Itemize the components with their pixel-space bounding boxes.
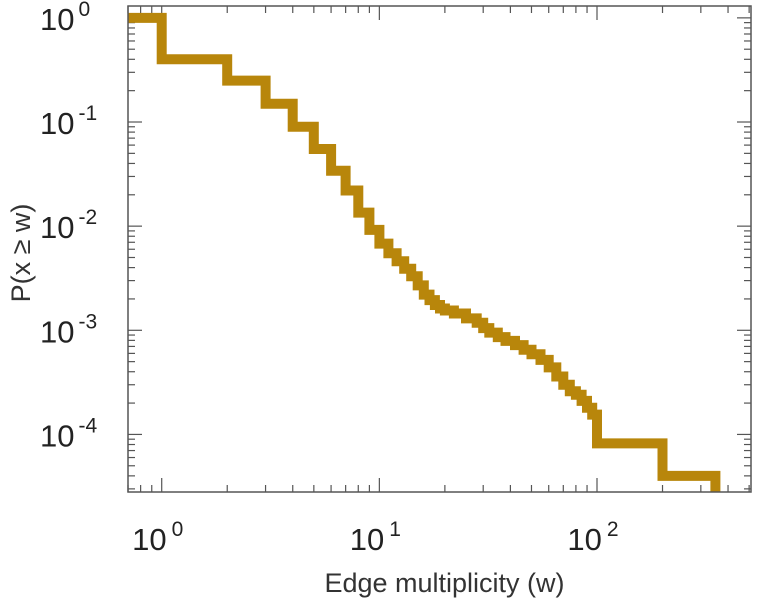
y-tick-label: 10 -3 [40, 310, 97, 349]
y-tick-label: 10 0 [40, 0, 90, 37]
x-tick-label: 10 0 [132, 518, 183, 557]
x-tick-label: 10 1 [350, 518, 401, 557]
y-tick-label: 10 -4 [40, 414, 97, 453]
major-ticks [128, 6, 751, 492]
x-axis-title: Edge multiplicity (w) [324, 568, 564, 598]
x-tick-label: 10 2 [567, 518, 618, 557]
y-axis-title: P(x ≥ w) [6, 204, 36, 303]
plot-frame [127, 5, 752, 493]
y-tick-label: 10 -1 [40, 102, 97, 141]
ccdf-step-line [128, 12, 721, 492]
minor-ticks [127, 6, 751, 492]
x-tick-labels: 10 0 10 1 10 2 [132, 518, 618, 557]
y-tick-label: 10 -2 [40, 206, 97, 245]
